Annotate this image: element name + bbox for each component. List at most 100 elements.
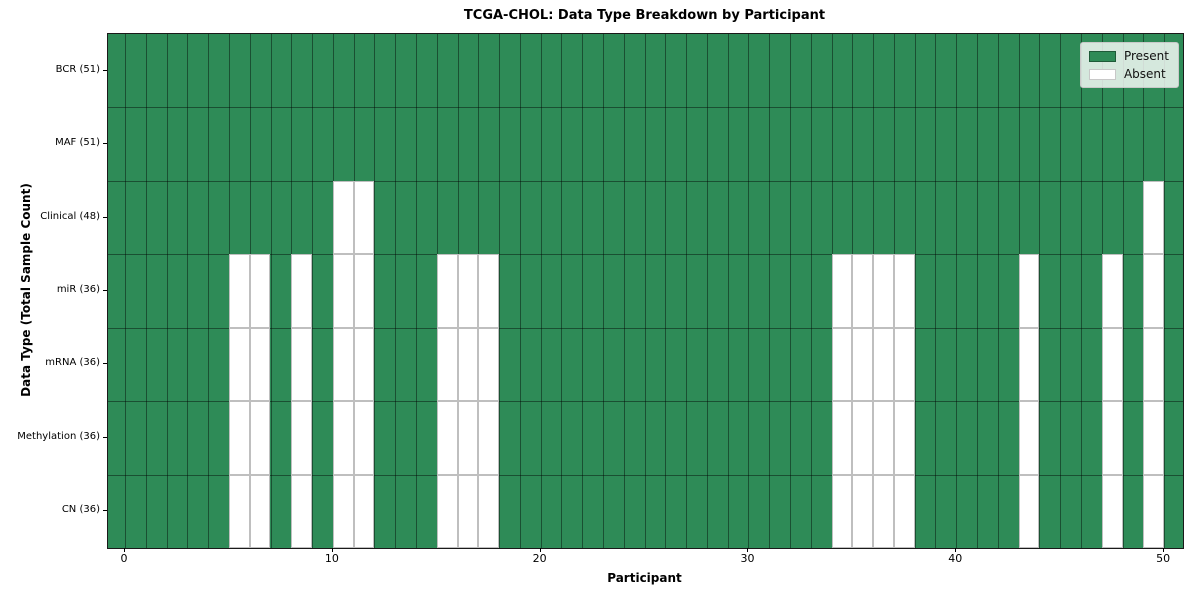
gridline-h [108,254,1183,256]
gridline-h [108,107,1183,109]
x-axis-tick [124,548,126,552]
gridline-v [706,34,708,548]
absent-cell [457,254,479,328]
gridline-v [374,34,376,548]
absent-cell [1018,474,1040,548]
gridline-v [1080,34,1082,548]
absent-cell [332,327,354,402]
gridline-h [108,327,1183,329]
x-axis-tick-label: 30 [740,552,755,565]
y-axis-tick [103,69,107,71]
legend-label: Present [1123,49,1169,63]
absent-cell [228,254,250,328]
y-axis-tick [103,290,107,291]
absent-cell [1101,474,1123,548]
absent-cell [228,401,250,475]
gridline-v [623,34,625,548]
absent-cell [228,474,250,548]
absent-cell [478,327,500,402]
y-axis-tick [103,143,107,145]
absent-cell [457,327,479,402]
absent-cell [831,327,853,402]
y-axis-tick-label: miR (36) [56,284,100,295]
y-axis-tick [103,216,107,218]
x-axis-tick-label: 20 [532,552,547,565]
y-axis-tick-label: CN (36) [61,504,100,516]
absent-cell [291,327,313,402]
absent-cell [353,401,375,475]
gridline-v [810,34,812,548]
absent-cell [291,401,313,475]
absent-cell [353,180,375,255]
absent-cell [893,254,915,328]
y-axis-tick-label: MAF (51) [55,137,100,149]
x-axis-tick [539,548,541,552]
legend-item: Absent [1088,67,1169,81]
gridline-v [935,34,937,548]
absent-cell [852,254,874,328]
absent-cell [249,327,271,402]
absent-cell [249,254,271,328]
absent-cell [893,327,915,402]
gridline-v [312,34,314,548]
gridline-v [790,34,792,548]
y-axis-tick-label: mRNA (36) [45,357,100,369]
chart-title: TCGA-CHOL: Data Type Breakdown by Partic… [463,8,826,23]
y-axis-tick [103,510,107,512]
gridline-v [1164,34,1166,548]
absent-cell [291,254,313,328]
gridline-v [187,34,189,548]
y-axis-tick-label: Methylation (36) [17,430,100,442]
gridline-v [1039,34,1041,548]
absent-cell [1143,180,1165,255]
absent-cell [332,180,354,255]
absent-cell [436,474,458,548]
absent-cell [353,474,375,548]
gridline-h [108,401,1183,403]
absent-cell [852,401,874,475]
absent-cell [1018,401,1040,475]
absent-cell [831,401,853,475]
x-axis-tick [747,548,749,552]
gridline-v [270,34,272,548]
legend-label: Absent [1123,67,1166,81]
absent-cell [291,474,313,548]
absent-cell [228,327,250,402]
gridline-v [665,34,667,548]
x-axis-tick-label: 10 [324,552,339,565]
gridline-v [582,34,584,548]
gridline-v [603,34,604,548]
absent-cell [1018,254,1040,328]
gridline-v [561,34,563,548]
absent-cell [478,474,500,548]
gridline-h [108,474,1183,476]
y-axis-tick-label: BCR (51) [55,63,100,75]
y-axis-tick [103,436,107,438]
absent-cell [457,401,479,475]
absent-cell [353,327,375,402]
legend-item: Present [1088,49,1169,63]
absent-cell [893,474,915,548]
absent-cell [436,327,458,402]
gridline-v [997,34,999,548]
absent-cell [1143,254,1165,328]
absent-cell [436,401,458,475]
absent-cell [893,401,915,475]
absent-cell [1101,327,1123,402]
gridline-v [1122,34,1124,548]
absent-cell [852,327,874,402]
absent-cell [873,401,894,475]
x-axis-label: Participant [607,571,682,585]
absent-cell [249,401,271,475]
gridline-v [727,34,729,548]
absent-cell [332,254,354,328]
absent-cell [1143,474,1165,548]
gridline-v [499,34,501,548]
absent-cell [249,474,271,548]
absent-cell [478,401,500,475]
y-axis-tick-label: Clinical (48) [40,210,100,222]
absent-cell [873,327,894,402]
gridline-v [644,34,646,548]
gridline-v [395,34,397,548]
gridline-v [208,34,210,548]
